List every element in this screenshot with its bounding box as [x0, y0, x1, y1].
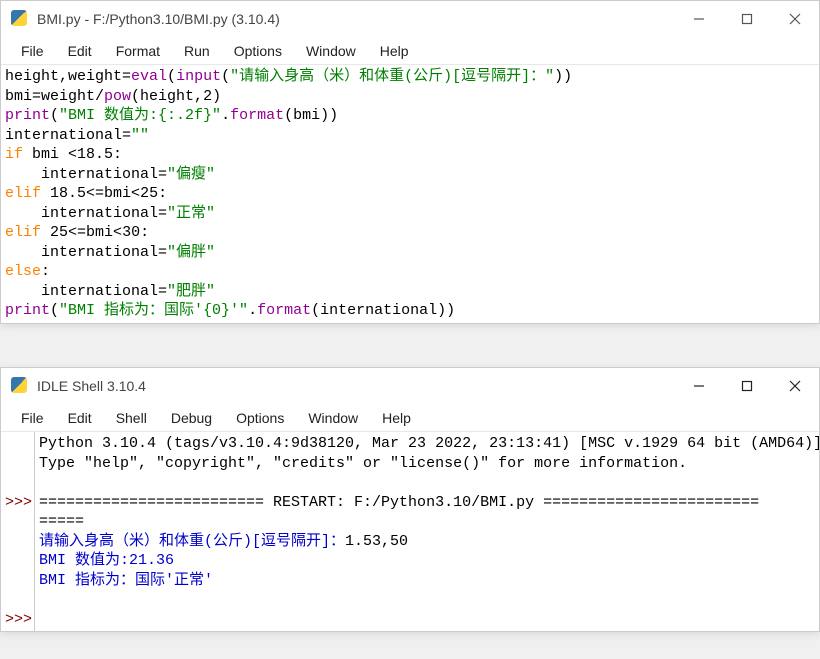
maximize-button[interactable] — [723, 1, 771, 37]
code-line: elif 18.5<=bmi<25: — [5, 185, 167, 202]
shell-banner: Python 3.10.4 (tags/v3.10.4:9d38120, Mar… — [39, 435, 819, 452]
code-line: international="偏瘦" — [5, 166, 215, 183]
editor-title: BMI.py - F:/Python3.10/BMI.py (3.10.4) — [35, 11, 675, 27]
editor-titlebar: BMI.py - F:/Python3.10/BMI.py (3.10.4) — [1, 1, 819, 37]
shell-output-line: BMI 指标为：国际'正常' — [39, 572, 213, 589]
shell-titlebar: IDLE Shell 3.10.4 — [1, 368, 819, 404]
shell-title: IDLE Shell 3.10.4 — [35, 378, 675, 394]
code-line: if bmi <18.5: — [5, 146, 122, 163]
shell-prompt-gutter: >>> >>> — [1, 432, 35, 631]
code-line: print("BMI 指标为：国际'{0}'".format(internati… — [5, 302, 455, 319]
code-line: international="偏胖" — [5, 244, 215, 261]
menu-file[interactable]: File — [9, 406, 56, 430]
editor-menubar: File Edit Format Run Options Window Help — [1, 37, 819, 65]
shell-output-line: BMI 数值为:21.36 — [39, 552, 174, 569]
restart-line: ========================= RESTART: F:/Py… — [39, 494, 759, 511]
menu-options[interactable]: Options — [224, 406, 296, 430]
code-editor[interactable]: height,weight=eval(input("请输入身高（米）和体重(公斤… — [1, 65, 819, 323]
menu-edit[interactable]: Edit — [56, 406, 104, 430]
menu-run[interactable]: Run — [172, 39, 222, 63]
menu-file[interactable]: File — [9, 39, 56, 63]
shell-banner: Type "help", "copyright", "credits" or "… — [39, 455, 687, 472]
code-line: international="正常" — [5, 205, 215, 222]
code-line: bmi=weight/pow(height,2) — [5, 88, 221, 105]
shell-window: IDLE Shell 3.10.4 File Edit Shell Debug … — [0, 367, 820, 632]
menu-edit[interactable]: Edit — [56, 39, 104, 63]
code-line: height,weight=eval(input("请输入身高（米）和体重(公斤… — [5, 68, 572, 85]
menu-shell[interactable]: Shell — [104, 406, 159, 430]
editor-window: BMI.py - F:/Python3.10/BMI.py (3.10.4) F… — [0, 0, 820, 324]
restart-line: ===== — [39, 513, 84, 530]
minimize-button[interactable] — [675, 1, 723, 37]
shell-output[interactable]: Python 3.10.4 (tags/v3.10.4:9d38120, Mar… — [35, 432, 819, 631]
maximize-button[interactable] — [723, 368, 771, 404]
code-line: print("BMI 数值为:{:.2f}".format(bmi)) — [5, 107, 338, 124]
menu-help[interactable]: Help — [368, 39, 421, 63]
code-line: elif 25<=bmi<30: — [5, 224, 149, 241]
close-button[interactable] — [771, 1, 819, 37]
menu-window[interactable]: Window — [294, 39, 368, 63]
menu-help[interactable]: Help — [370, 406, 423, 430]
shell-menubar: File Edit Shell Debug Options Window Hel… — [1, 404, 819, 432]
python-icon — [11, 10, 29, 28]
code-line: international="" — [5, 127, 149, 144]
menu-window[interactable]: Window — [296, 406, 370, 430]
shell-input-line: 请输入身高（米）和体重(公斤)[逗号隔开]：1.53,50 — [39, 533, 408, 550]
python-icon — [11, 377, 29, 395]
close-button[interactable] — [771, 368, 819, 404]
menu-options[interactable]: Options — [222, 39, 294, 63]
code-line: else: — [5, 263, 50, 280]
minimize-button[interactable] — [675, 368, 723, 404]
menu-debug[interactable]: Debug — [159, 406, 224, 430]
code-line: international="肥胖" — [5, 283, 215, 300]
menu-format[interactable]: Format — [104, 39, 172, 63]
